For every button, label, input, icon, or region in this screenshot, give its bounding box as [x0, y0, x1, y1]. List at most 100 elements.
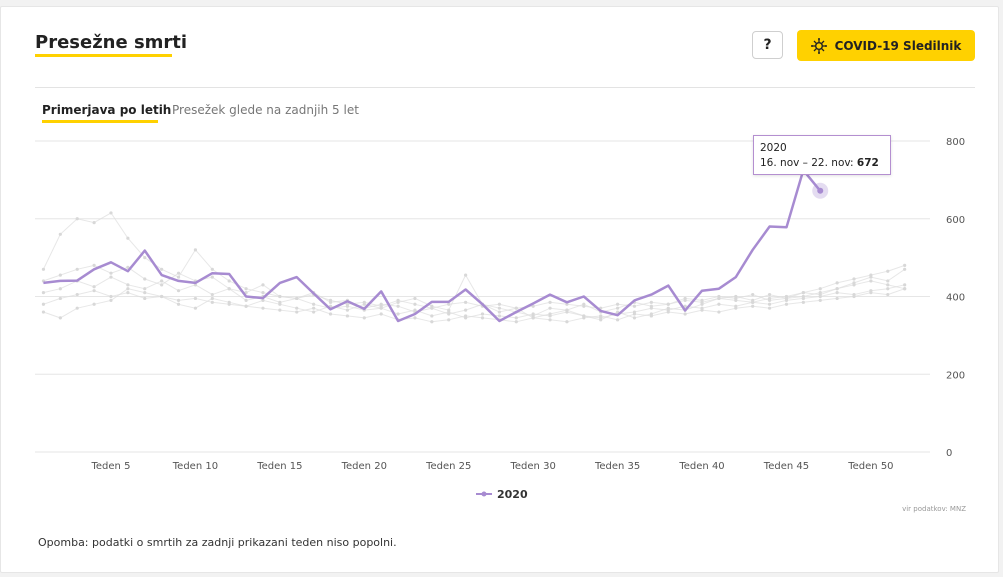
tooltip-value: 672 — [856, 157, 879, 169]
series-point-prior — [582, 314, 586, 318]
series-point-prior — [261, 298, 265, 302]
series-point-prior — [565, 320, 569, 324]
series-point-prior — [109, 211, 113, 215]
series-point-prior — [683, 296, 687, 301]
series-point-prior — [818, 291, 822, 295]
x-tick-label: Teden 25 — [425, 461, 471, 472]
series-point-prior — [649, 306, 653, 310]
series-point-prior — [244, 304, 248, 308]
series-point-prior — [41, 310, 46, 314]
series-point-prior — [261, 283, 265, 287]
tooltip-value-line: 16. nov – 22. nov: 672 — [760, 156, 884, 171]
series-point-prior — [447, 308, 451, 312]
series-point-prior — [447, 318, 451, 322]
series-point-prior — [717, 302, 721, 306]
covid-tracker-button[interactable]: COVID-19 Sledilnik — [797, 30, 975, 61]
series-point-prior — [666, 302, 670, 306]
series-point-prior — [92, 263, 96, 267]
series-point-prior — [565, 302, 569, 306]
x-tick-label: Teden 5 — [91, 461, 131, 472]
series-point-prior — [261, 306, 265, 310]
series-point-prior — [126, 291, 130, 295]
series-point-prior — [447, 302, 451, 306]
series-point-prior — [58, 273, 62, 277]
series-point-prior — [430, 314, 434, 318]
series-point-prior — [227, 287, 231, 291]
data-source: vir podatkov: MNZ — [902, 505, 966, 513]
series-point-prior — [666, 310, 670, 314]
series-point-prior — [666, 306, 670, 310]
series-point-prior — [615, 318, 620, 322]
y-tick-label: 800 — [946, 137, 965, 148]
series-point-prior — [58, 296, 62, 301]
series-point-prior — [227, 300, 231, 304]
series-point-prior — [41, 291, 46, 295]
tab-comparison-by-years[interactable]: Primerjava po letih — [42, 103, 172, 117]
series-point-prior — [784, 302, 789, 306]
series-point-prior — [615, 302, 620, 306]
help-button[interactable]: ? — [752, 31, 783, 59]
series-point-prior — [734, 294, 738, 299]
series-point-prior — [41, 267, 46, 271]
x-tick-label: Teden 30 — [510, 461, 556, 472]
series-point-prior — [109, 275, 113, 279]
series-point-prior — [852, 277, 856, 281]
series-point-prior — [903, 283, 907, 287]
series-point-prior — [700, 308, 704, 312]
series-point-prior — [396, 304, 400, 308]
series-point-prior — [345, 308, 350, 312]
series-point-prior — [835, 296, 839, 301]
y-tick-label: 0 — [946, 448, 952, 459]
series-point-prior — [886, 283, 890, 287]
series-point-prior — [396, 300, 400, 304]
series-point-prior — [531, 316, 535, 320]
series-line-prior-1 — [42, 212, 905, 309]
series-point-prior — [869, 279, 873, 283]
series-point-prior — [852, 281, 856, 285]
legend-marker-2020 — [481, 491, 487, 497]
series-point-prior — [548, 300, 552, 304]
series-point-prior — [818, 287, 822, 291]
x-tick-label: Teden 10 — [172, 461, 218, 472]
series-point-prior — [599, 318, 603, 322]
series-point-prior — [278, 308, 282, 312]
series-point-prior — [632, 304, 637, 308]
series-point-prior — [362, 302, 366, 306]
series-point-prior — [210, 296, 214, 301]
series-point-prior — [480, 312, 485, 316]
series-point-prior — [430, 320, 434, 324]
series-point-prior — [261, 291, 265, 295]
x-tick-label: Teden 40 — [678, 461, 724, 472]
series-point-prior — [126, 287, 130, 291]
series-point-prior — [312, 310, 316, 314]
series-point-prior — [548, 318, 552, 322]
x-tick-label: Teden 45 — [763, 461, 809, 472]
series-point-prior — [886, 279, 890, 283]
title-underline — [35, 54, 172, 57]
series-point-prior — [514, 316, 518, 320]
series-point-prior — [751, 292, 755, 297]
series-point-prior — [92, 221, 96, 225]
series-point-prior — [193, 296, 198, 301]
series-point-prior — [244, 298, 248, 302]
tab-excess-last-5-years[interactable]: Presežek glede na zadnjih 5 let — [172, 103, 359, 117]
series-point-prior — [903, 287, 907, 291]
legend-label-2020: 2020 — [497, 488, 528, 501]
series-point-prior — [379, 302, 383, 306]
series-point-prior — [835, 287, 839, 291]
series-point-prior — [514, 320, 518, 324]
series-line-prior-4 — [43, 288, 905, 323]
series-point-prior — [75, 267, 79, 271]
series-point-prior — [801, 291, 805, 295]
series-point-prior — [700, 302, 704, 306]
series-point-prior — [244, 287, 248, 291]
series-point-prior — [751, 298, 755, 302]
series-point-prior — [160, 279, 164, 283]
series-point-prior — [379, 306, 383, 310]
previous-years-lines — [41, 211, 907, 324]
series-point-prior — [295, 310, 299, 314]
series-point-prior — [109, 298, 113, 302]
series-point-prior — [193, 306, 198, 310]
series-point-prior — [548, 306, 552, 310]
series-point-prior — [143, 256, 147, 260]
